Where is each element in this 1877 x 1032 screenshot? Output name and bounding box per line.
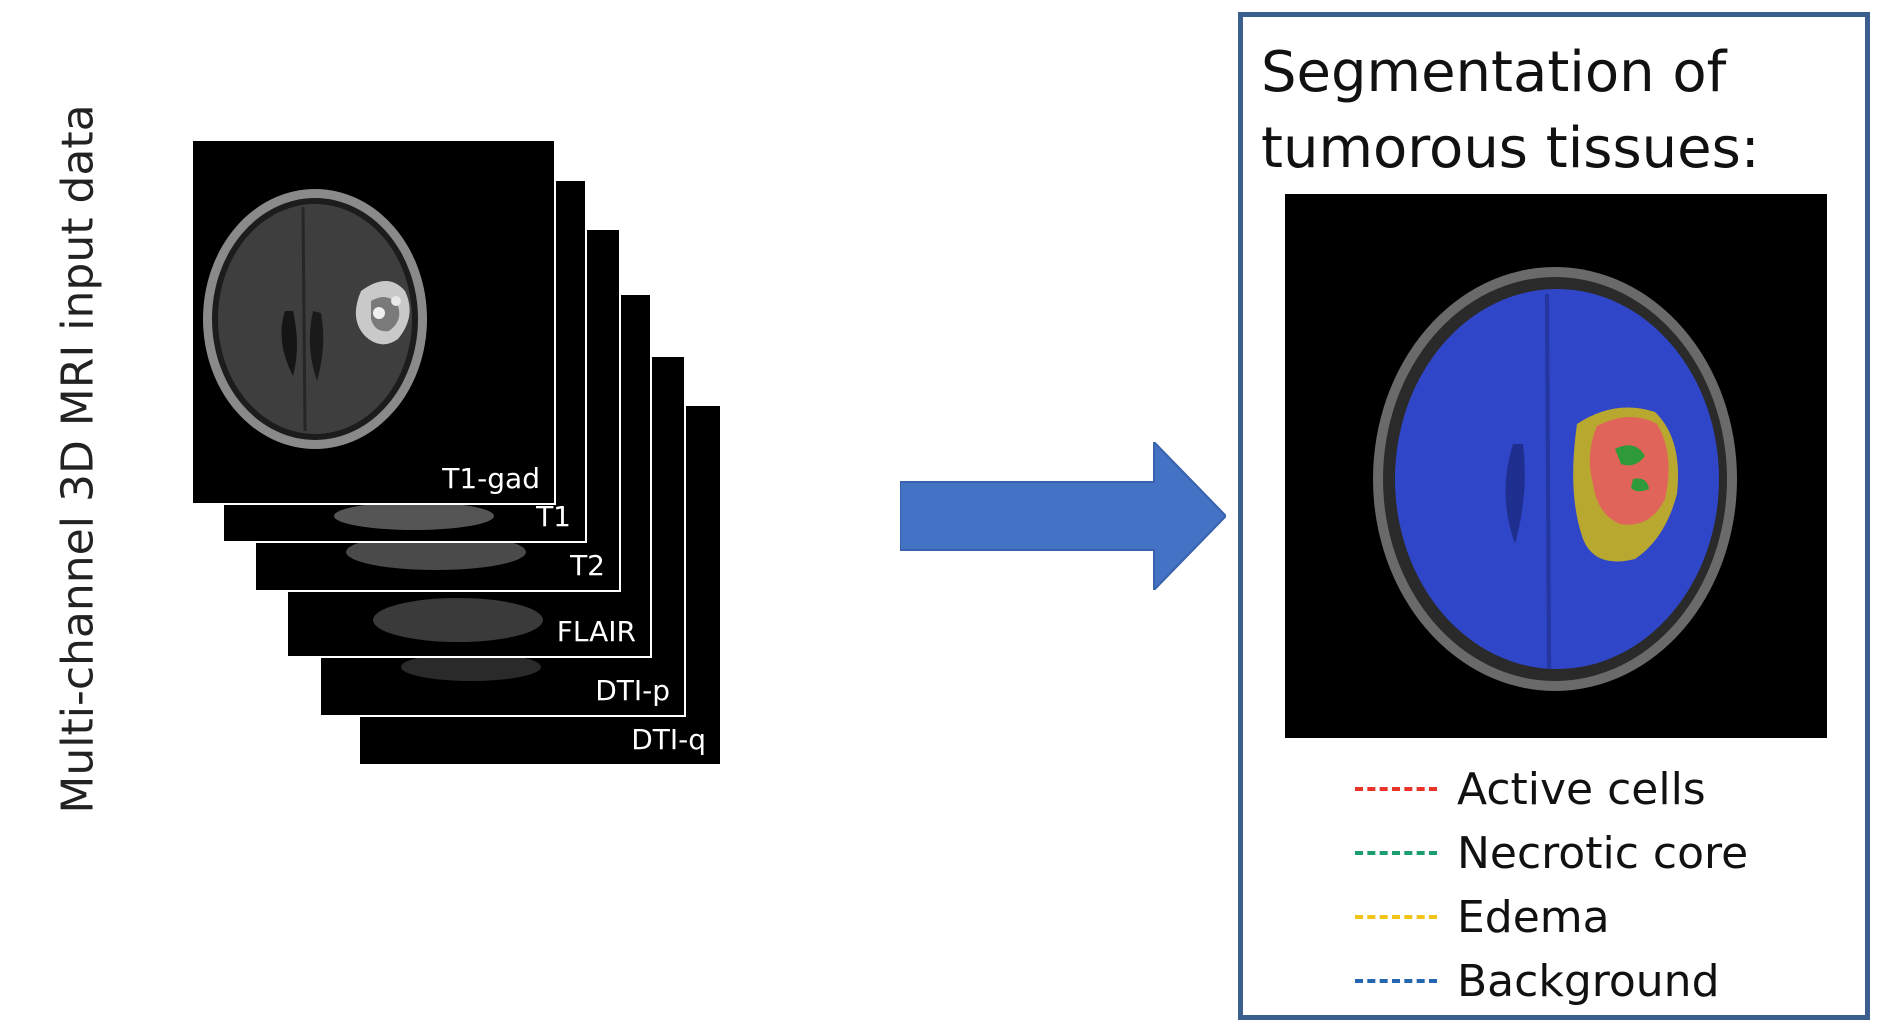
slice-label-t1-gad: T1-gad (442, 462, 540, 495)
legend-dash-active-cells (1355, 787, 1437, 791)
arrow-right-icon (900, 442, 1226, 590)
panel-title-line-2: tumorous tissues: (1261, 116, 1760, 181)
background-region (1395, 289, 1719, 669)
active-cells-region (1589, 416, 1669, 525)
legend-label-necrotic-core: Necrotic core (1457, 827, 1749, 879)
brain-scan-image (203, 189, 427, 449)
legend: Active cells Necrotic core Edema Backgro… (1355, 757, 1748, 1013)
segmentation-panel: Segmentation of tumorous tissues: Active… (1238, 12, 1870, 1020)
panel-title-line-1: Segmentation of (1261, 40, 1727, 105)
legend-item-active-cells: Active cells (1355, 757, 1748, 821)
necrotic-core-region (1615, 445, 1645, 466)
legend-dash-background (1355, 979, 1437, 983)
legend-dash-necrotic-core (1355, 851, 1437, 855)
input-data-label: Multi-channel 3D MRI input data (52, 104, 104, 814)
legend-label-active-cells: Active cells (1457, 763, 1706, 815)
legend-item-necrotic-core: Necrotic core (1355, 821, 1748, 885)
slice-label-t1: T1 (536, 500, 571, 533)
legend-item-edema: Edema (1355, 885, 1748, 949)
legend-item-background: Background (1355, 949, 1748, 1013)
panel-title: Segmentation of tumorous tissues: (1261, 35, 1861, 187)
slice-label-dti-q: DTI-q (631, 723, 706, 756)
legend-label-edema: Edema (1457, 891, 1610, 943)
legend-dash-edema (1355, 915, 1437, 919)
slice-label-t2: T2 (570, 549, 605, 582)
slice-label-flair: FLAIR (556, 615, 636, 648)
slice-label-dti-p: DTI-p (595, 674, 670, 707)
legend-label-background: Background (1457, 955, 1720, 1007)
mri-slice-t1-gad: T1-gad (191, 139, 556, 505)
segmentation-image (1285, 194, 1827, 738)
